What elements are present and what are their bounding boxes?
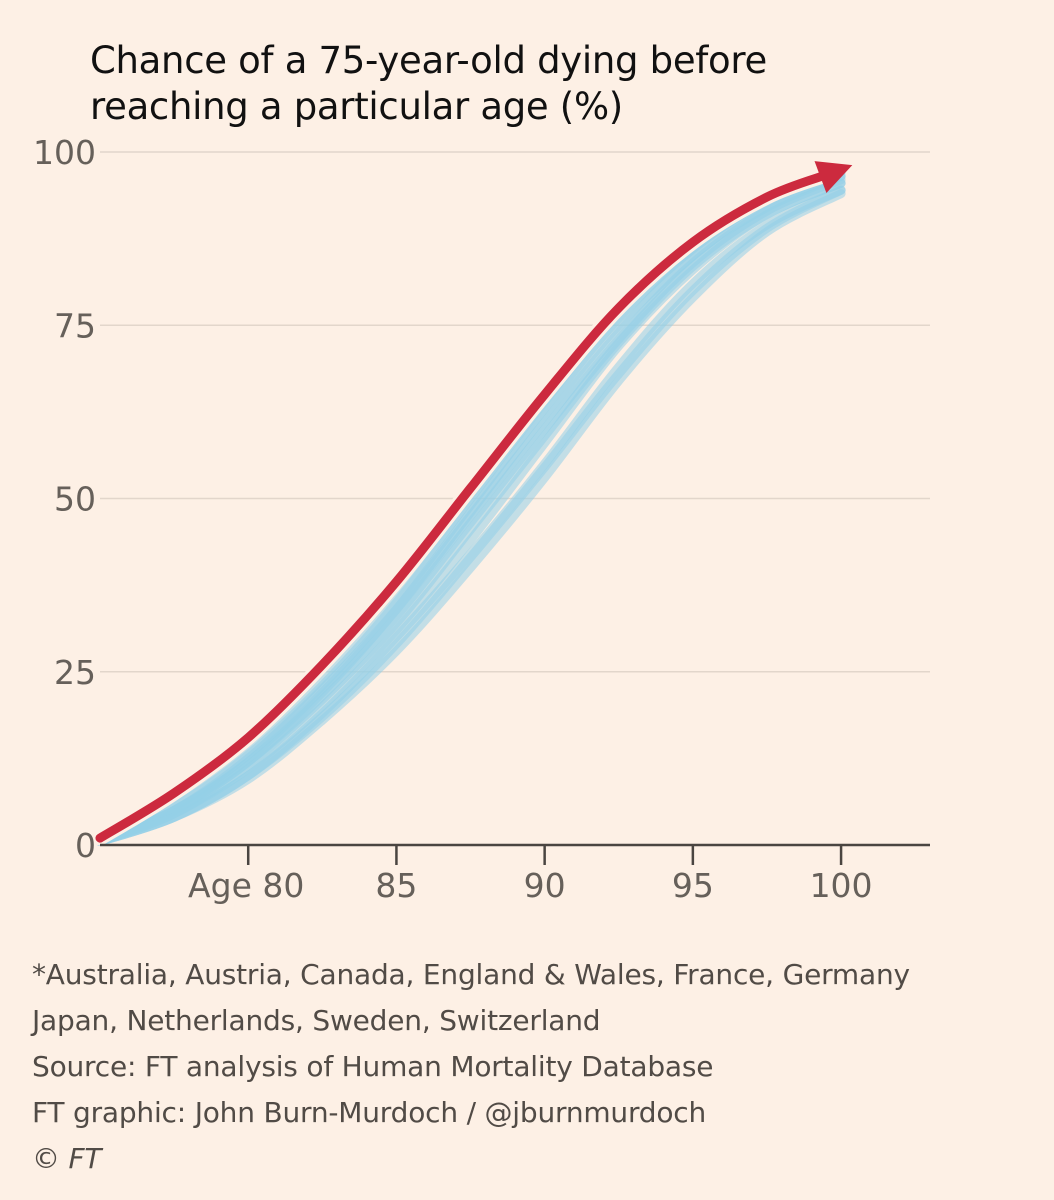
x-tick-label-80: Age 80 [188, 866, 304, 905]
x-axis-labels: Age 80 85 90 95 100 [188, 866, 873, 905]
note-countries-1: *Australia, Austria, Canada, England & W… [32, 958, 910, 991]
chart-title-line-2: reaching a particular age (%) [90, 85, 623, 128]
series-line-sweden [95, 178, 846, 846]
note-credit: FT graphic: John Burn-Murdoch / @jburnmu… [32, 1096, 707, 1129]
x-axis [100, 843, 930, 865]
chart-title: Chance of a 75-year-old dying before rea… [90, 38, 990, 130]
x-tick-label-90: 90 [524, 866, 566, 905]
highlight-arrowhead [814, 161, 853, 193]
mortality-chart: 0 25 50 75 100 Age 80 85 90 95 100 [33, 133, 930, 905]
chart-title-line-1: Chance of a 75-year-old dying before [90, 39, 767, 82]
x-tick-label-100: 100 [810, 866, 873, 905]
x-tick-label-85: 85 [375, 866, 417, 905]
y-tick-label-100: 100 [33, 133, 96, 172]
series-line-germany [95, 164, 846, 846]
note-countries-2: Japan, Netherlands, Sweden, Switzerland [32, 1004, 601, 1037]
chart-notes: *Australia, Austria, Canada, England & W… [32, 952, 1032, 1182]
y-axis-labels: 0 25 50 75 100 [33, 133, 96, 865]
y-tick-label-50: 50 [54, 480, 96, 519]
series-line-netherlands [95, 171, 846, 846]
copyright: © FT [32, 1142, 102, 1175]
grid-lines [100, 151, 930, 673]
note-source: Source: FT analysis of Human Mortality D… [32, 1050, 714, 1083]
highlight-line [95, 169, 833, 843]
y-tick-label-75: 75 [54, 306, 96, 345]
x-tick-label-95: 95 [672, 866, 714, 905]
series-line-switzerland [95, 185, 846, 846]
series-line-austria [95, 168, 846, 846]
y-tick-label-25: 25 [54, 653, 96, 692]
highlight-series [92, 161, 853, 846]
comparison-lines [95, 164, 846, 846]
y-tick-label-0: 0 [75, 826, 96, 865]
